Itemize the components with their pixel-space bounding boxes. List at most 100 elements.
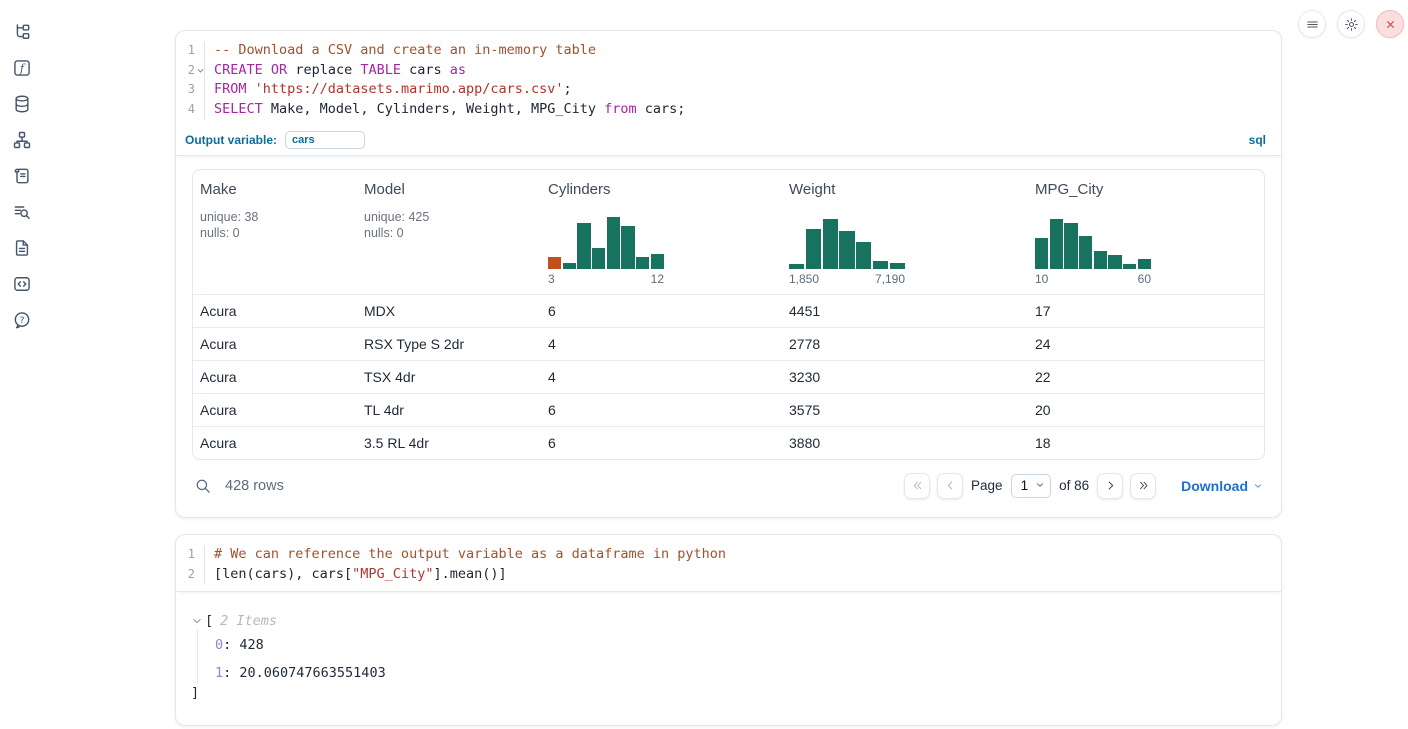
code-line: 1# We can reference the output variable … bbox=[176, 545, 1281, 565]
table-cell: Acura bbox=[193, 402, 357, 418]
histogram-bar bbox=[1138, 259, 1151, 268]
table-cell: TL 4dr bbox=[357, 402, 541, 418]
table-cell: 4 bbox=[541, 336, 782, 352]
histogram-bar bbox=[890, 263, 905, 269]
function-square-icon[interactable]: f bbox=[12, 58, 32, 78]
code-text: [len(cars), cars["MPG_City"].mean()] bbox=[205, 565, 507, 585]
tree-entry: 0: 428 bbox=[215, 636, 1266, 654]
table-cell: 3575 bbox=[782, 402, 1028, 418]
column-header-mpg_city[interactable]: MPG_City 1060 bbox=[1028, 170, 1264, 294]
python-code-editor[interactable]: 1# We can reference the output variable … bbox=[176, 535, 1281, 592]
sql-code-editor[interactable]: 1-- Download a CSV and create an in-memo… bbox=[176, 31, 1281, 127]
table-row: AcuraRSX Type S 2dr4277824 bbox=[193, 327, 1264, 360]
database-icon[interactable] bbox=[12, 94, 32, 114]
last-page-button[interactable] bbox=[1130, 473, 1156, 499]
line-number: 1 bbox=[176, 41, 205, 61]
table-cell: 3.5 RL 4dr bbox=[357, 435, 541, 451]
page-select[interactable]: 1 bbox=[1011, 474, 1052, 498]
column-name: MPG_City bbox=[1035, 181, 1256, 198]
column-name: Make bbox=[200, 181, 349, 198]
python-cell: 1# We can reference the output variable … bbox=[175, 534, 1282, 726]
notebook-area: 1-- Download a CSV and create an in-memo… bbox=[175, 0, 1282, 726]
table-cell: MDX bbox=[357, 303, 541, 319]
histogram-bar bbox=[636, 257, 649, 268]
histogram-axis-labels: 312 bbox=[548, 272, 664, 286]
table-cell: 2778 bbox=[782, 336, 1028, 352]
histogram-bar bbox=[1064, 223, 1077, 269]
column-header-cylinders[interactable]: Cylinders312 bbox=[541, 170, 782, 294]
histogram-bar bbox=[548, 257, 561, 269]
code-text: CREATE OR replace TABLE cars as bbox=[205, 61, 466, 81]
table-row: AcuraMDX6445117 bbox=[193, 294, 1264, 327]
table-footer: 428 rows Page 1 of 86 Download bbox=[192, 469, 1265, 503]
table-cell: 4451 bbox=[782, 303, 1028, 319]
output-variable-input[interactable] bbox=[285, 131, 365, 149]
line-number: 2 bbox=[176, 565, 205, 585]
file-tree-icon[interactable] bbox=[12, 22, 32, 42]
table-cell: 3230 bbox=[782, 369, 1028, 385]
language-badge: sql bbox=[1249, 133, 1266, 147]
search-icon[interactable] bbox=[194, 477, 212, 495]
table-cell: Acura bbox=[193, 303, 357, 319]
svg-text:?: ? bbox=[20, 315, 25, 326]
histogram-bar bbox=[1050, 219, 1063, 268]
table-cell: Acura bbox=[193, 336, 357, 352]
table-cell: TSX 4dr bbox=[357, 369, 541, 385]
prev-page-button[interactable] bbox=[937, 473, 963, 499]
next-page-button[interactable] bbox=[1097, 473, 1123, 499]
close-button[interactable] bbox=[1376, 10, 1404, 38]
table-cell: 6 bbox=[541, 402, 782, 418]
column-header-model[interactable]: Modelunique: 425nulls: 0 bbox=[357, 170, 541, 294]
open-bracket: [ bbox=[205, 612, 213, 630]
histogram-cylinders: 312 bbox=[548, 217, 664, 286]
histogram-bar bbox=[1108, 255, 1121, 269]
column-header-weight[interactable]: Weight1,8507,190 bbox=[782, 170, 1028, 294]
column-stats: unique: 425nulls: 0 bbox=[364, 209, 533, 242]
file-text-icon[interactable] bbox=[12, 238, 32, 258]
download-label: Download bbox=[1181, 478, 1248, 494]
histogram-bar bbox=[856, 242, 871, 269]
sql-output-area: Makeunique: 38nulls: 0Modelunique: 425nu… bbox=[176, 156, 1281, 517]
sidebar-panel: f? bbox=[0, 0, 44, 330]
table-cell: 20 bbox=[1028, 402, 1264, 418]
fold-chevron-icon[interactable] bbox=[196, 66, 205, 75]
line-number: 4 bbox=[176, 100, 205, 120]
code-line: 2[len(cars), cars["MPG_City"].mean()] bbox=[176, 565, 1281, 585]
code-text: FROM 'https://datasets.marimo.app/cars.c… bbox=[205, 80, 572, 100]
code-line: 1-- Download a CSV and create an in-memo… bbox=[176, 41, 1281, 61]
table-cell: 17 bbox=[1028, 303, 1264, 319]
table-row: Acura3.5 RL 4dr6388018 bbox=[193, 426, 1264, 459]
list-search-icon[interactable] bbox=[12, 202, 32, 222]
histogram-bar bbox=[607, 217, 620, 269]
histogram-bar bbox=[1123, 264, 1136, 269]
menu-button[interactable] bbox=[1298, 10, 1326, 38]
histogram-bar bbox=[577, 223, 590, 269]
settings-button[interactable] bbox=[1337, 10, 1365, 38]
histogram-bar bbox=[806, 229, 821, 269]
histogram-bar bbox=[839, 231, 854, 268]
histogram-mpg_city: 1060 bbox=[1035, 217, 1151, 286]
histogram-axis-labels: 1,8507,190 bbox=[789, 272, 905, 286]
code-line: 3FROM 'https://datasets.marimo.app/cars.… bbox=[176, 80, 1281, 100]
code-box-icon[interactable] bbox=[12, 274, 32, 294]
first-page-button[interactable] bbox=[904, 473, 930, 499]
topbar-actions bbox=[1298, 10, 1404, 38]
row-count: 428 rows bbox=[225, 478, 284, 494]
line-number: 1 bbox=[176, 545, 205, 565]
table-header: Makeunique: 38nulls: 0Modelunique: 425nu… bbox=[193, 170, 1264, 294]
tree-entries: 0: 4281: 20.060747663551403 bbox=[197, 630, 1266, 683]
histogram-bar bbox=[1035, 238, 1048, 269]
items-count-label: 2 Items bbox=[220, 612, 277, 630]
table-cell: 18 bbox=[1028, 435, 1264, 451]
histogram-bar bbox=[1079, 236, 1092, 269]
sitemap-icon[interactable] bbox=[12, 130, 32, 150]
tree-root: [ 2 Items bbox=[191, 612, 1266, 630]
histogram-weight: 1,8507,190 bbox=[789, 217, 905, 286]
column-header-make[interactable]: Makeunique: 38nulls: 0 bbox=[193, 170, 357, 294]
help-bubble-icon[interactable]: ? bbox=[12, 310, 32, 330]
scroll-icon[interactable] bbox=[12, 166, 32, 186]
code-line: 2CREATE OR replace TABLE cars as bbox=[176, 61, 1281, 81]
download-button[interactable]: Download bbox=[1181, 478, 1263, 494]
collapse-chevron-icon[interactable] bbox=[191, 615, 203, 627]
chevron-down-icon bbox=[1253, 478, 1263, 494]
